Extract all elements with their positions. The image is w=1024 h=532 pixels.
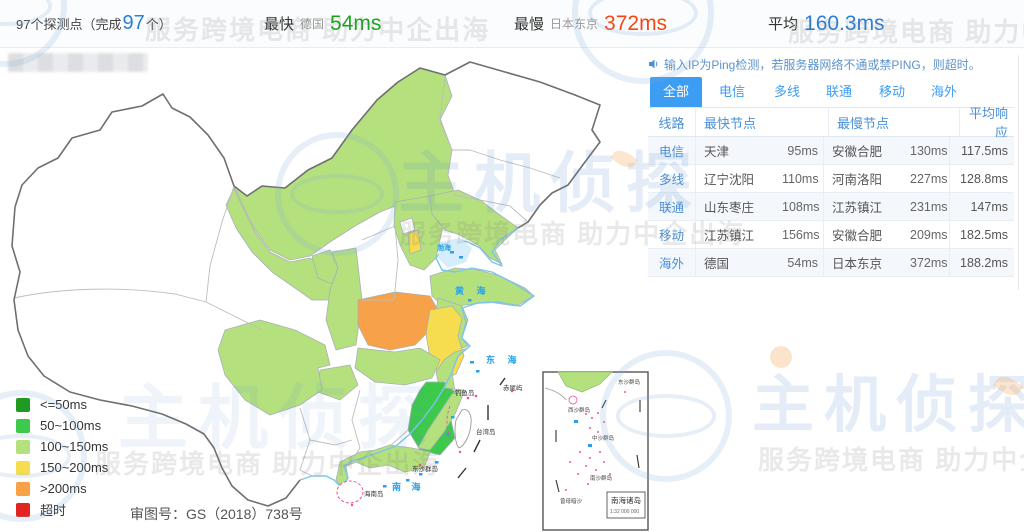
table-row: 电信 天津 95ms 安徽合肥 130ms 117.5ms <box>648 137 1014 165</box>
legend-item: 超时 <box>16 499 108 520</box>
province-sichuan[interactable] <box>217 319 331 416</box>
map-approval-number: 审图号：GS（2018）738号 <box>130 506 303 522</box>
island-labels: 钓鱼岛 赤尾屿 台湾岛 东沙群岛 海南岛 <box>364 383 523 498</box>
results-panel: 输入IP为Ping检测，若服务器网络不通或禁PING，则超时。 全部 电信 多线… <box>648 55 1020 277</box>
nanhai-inset: 东沙群岛 西沙群岛 中沙群岛 南沙群岛 曾母暗沙 南海诸岛 1:32 000 0… <box>542 371 649 531</box>
map-provinces[interactable] <box>217 67 535 489</box>
latency-legend: <=50ms 50~100ms 100~150ms 150~200ms >200… <box>16 394 108 520</box>
legend-swatch <box>16 439 30 454</box>
tab-multiline[interactable]: 多线 <box>773 84 800 99</box>
legend-item: >200ms <box>16 478 108 499</box>
line-tabs: 全部 电信 多线 联通 移动 海外 <box>648 77 1014 108</box>
slowest-summary: 最慢 日本东京 372ms <box>514 11 668 35</box>
tab-overseas[interactable]: 海外 <box>930 84 957 99</box>
svg-text:曾母暗沙: 曾母暗沙 <box>560 497 583 505</box>
average-summary: 平均 160.3ms <box>768 11 885 35</box>
province-guangdong[interactable] <box>335 444 431 489</box>
svg-text:南沙群岛: 南沙群岛 <box>590 474 613 482</box>
fastest-value: 54ms <box>330 11 382 35</box>
table-row: 联通 山东枣庄 108ms 江苏镇江 231ms 147ms <box>648 193 1014 221</box>
legend-swatch <box>16 418 30 433</box>
average-value: 160.3ms <box>804 11 885 35</box>
probe-count: 97个探测点（完成97个） <box>16 12 172 34</box>
table-header-row: 线路 最快节点 最慢节点 平均响应 <box>648 106 1014 140</box>
svg-text:台湾岛: 台湾岛 <box>476 427 496 436</box>
legend-swatch <box>16 460 30 475</box>
legend-item: 50~100ms <box>16 415 108 436</box>
slowest-value: 372ms <box>604 11 668 35</box>
table-row: 海外 德国 54ms 日本东京 372ms 188.2ms <box>648 249 1014 277</box>
national-border <box>11 61 601 507</box>
legend-swatch <box>16 397 30 412</box>
sea-boundary-dashes <box>457 377 506 479</box>
svg-text:东沙群岛: 东沙群岛 <box>618 378 641 386</box>
tab-all[interactable]: 全部 <box>650 77 702 107</box>
island-markers <box>383 251 480 488</box>
redacted-label <box>8 53 148 72</box>
table-row: 多线 辽宁沈阳 110ms 河南洛阳 227ms 128.8ms <box>648 165 1014 193</box>
summary-bar: 97个探测点（完成97个） 最快 德国 54ms 最慢 日本东京 372ms 平… <box>0 0 1024 48</box>
panel-right-border <box>1018 55 1019 290</box>
legend-swatch <box>16 481 30 496</box>
svg-text:南海诸岛: 南海诸岛 <box>611 495 641 505</box>
legend-item: <=50ms <box>16 394 108 415</box>
ping-result-table: 线路 最快节点 最慢节点 平均响应 电信 天津 95ms 安徽合肥 130ms … <box>648 106 1014 277</box>
taiwan-island <box>454 409 472 449</box>
province-hubei[interactable] <box>354 347 441 386</box>
hainan-island <box>336 480 364 504</box>
svg-text:黄 海: 黄 海 <box>455 285 491 296</box>
speaker-icon <box>649 59 658 69</box>
bohai-sea <box>438 238 472 268</box>
svg-text:东 海: 东 海 <box>486 354 522 365</box>
svg-text:钓鱼岛: 钓鱼岛 <box>455 388 475 397</box>
probe-done-count: 97 <box>122 12 145 34</box>
province-beijing[interactable] <box>399 217 416 235</box>
svg-text:渤海: 渤海 <box>437 243 451 252</box>
table-row: 移动 江苏镇江 156ms 安徽合肥 209ms 182.5ms <box>648 221 1014 249</box>
svg-text:1:32 000 000: 1:32 000 000 <box>610 509 639 515</box>
ping-notice: 输入IP为Ping检测，若服务器网络不通或禁PING，则超时。 <box>648 55 1020 73</box>
svg-text:东沙群岛: 东沙群岛 <box>412 464 438 473</box>
legend-swatch <box>16 502 30 517</box>
legend-item: 100~150ms <box>16 436 108 457</box>
fastest-summary: 最快 德国 54ms <box>264 11 382 35</box>
tab-telecom[interactable]: 电信 <box>718 84 745 99</box>
province-henan[interactable] <box>357 291 439 351</box>
svg-text:西沙群岛: 西沙群岛 <box>568 406 591 414</box>
province-shaanxi[interactable] <box>325 247 363 351</box>
svg-text:南 海: 南 海 <box>392 481 425 492</box>
tab-mobile[interactable]: 移动 <box>878 84 905 99</box>
svg-text:中沙群岛: 中沙群岛 <box>592 434 615 442</box>
tab-unicom[interactable]: 联通 <box>825 84 852 99</box>
sea-labels: 渤海 黄 海 东 海 南 海 <box>392 243 522 492</box>
svg-text:海南岛: 海南岛 <box>364 489 384 498</box>
disputed-markers <box>350 389 514 507</box>
svg-text:赤尾屿: 赤尾屿 <box>503 383 523 392</box>
legend-item: 150~200ms <box>16 457 108 478</box>
province-tianjin[interactable] <box>407 229 422 255</box>
